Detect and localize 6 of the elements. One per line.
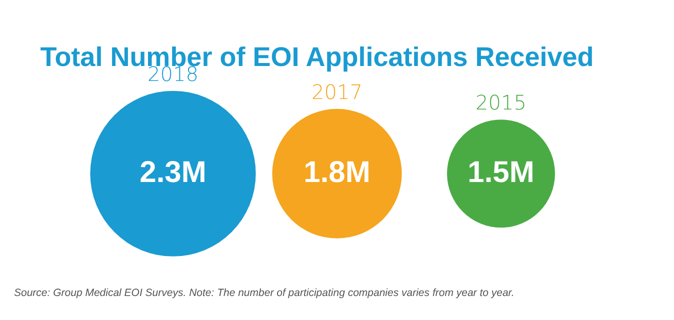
source-note: Source: Group Medical EOI Surveys. Note: The number of participating companies varies from year to year. <box>14 287 516 299</box>
data-label: 1.5M <box>468 156 534 189</box>
data-label: 2.3M <box>140 156 206 189</box>
category-label: 2017 <box>312 80 362 104</box>
category-label: 2015 <box>476 90 526 115</box>
data-label: 1.8M <box>304 156 370 189</box>
